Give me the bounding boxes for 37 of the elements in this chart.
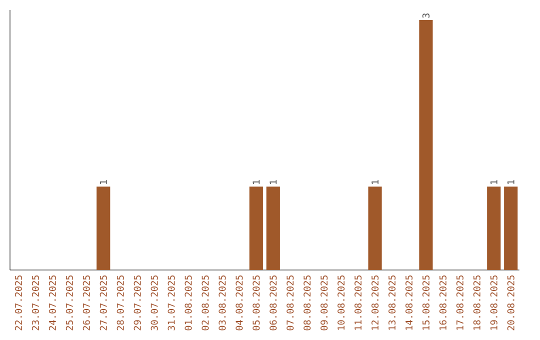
data-label: 1: [372, 180, 378, 184]
x-tick-label: 12.08.2025: [372, 275, 379, 330]
data-label: 1: [252, 180, 260, 184]
x-tick-label: 05.08.2025: [252, 275, 260, 330]
x-tick-label: 14.08.2025: [405, 275, 413, 330]
data-label: 3: [422, 13, 430, 18]
x-tick-label: 15.08.2025: [422, 275, 430, 330]
x-tick-label: 02.08.2025: [202, 275, 209, 330]
x-tick-label: 18.08.2025: [473, 275, 480, 330]
x-tick-label: 03.08.2025: [218, 275, 226, 330]
x-tick-label: 08.08.2025: [304, 275, 311, 330]
x-tick-label: 25.07.2025: [66, 275, 73, 330]
data-label: 1: [100, 180, 107, 184]
x-tick-label: 11.08.2025: [354, 275, 362, 330]
data-label: 1: [507, 180, 514, 184]
x-tick-label: 07.08.2025: [286, 275, 294, 330]
x-tick-label: 17.08.2025: [456, 275, 464, 330]
x-tick-label: 23.07.2025: [32, 275, 39, 330]
x-tick-label: 01.08.2025: [184, 275, 192, 330]
x-tick-label: 28.07.2025: [116, 275, 124, 330]
data-label: 1: [490, 180, 498, 184]
x-tick-label: 24.07.2025: [48, 275, 56, 330]
data-label: 1: [270, 180, 277, 184]
x-tick-label: 30.07.2025: [150, 275, 158, 330]
x-tick-label: 31.07.2025: [168, 275, 175, 330]
x-tick-label: 26.07.2025: [82, 275, 90, 330]
x-tick-label: 22.07.2025: [14, 275, 22, 330]
x-tick-label: 10.08.2025: [338, 275, 345, 330]
x-tick-label: 20.08.2025: [507, 275, 514, 330]
x-tick-label: 16.08.2025: [439, 275, 446, 330]
x-tick-label: 27.07.2025: [100, 275, 107, 330]
x-tick-label: 09.08.2025: [320, 275, 328, 330]
x-tick-label: 04.08.2025: [236, 275, 243, 330]
x-tick-label: 13.08.2025: [388, 275, 396, 330]
x-tick-label: 29.07.2025: [134, 275, 141, 330]
x-tick-label: 19.08.2025: [490, 275, 498, 330]
x-tick-label: 06.08.2025: [270, 275, 277, 330]
